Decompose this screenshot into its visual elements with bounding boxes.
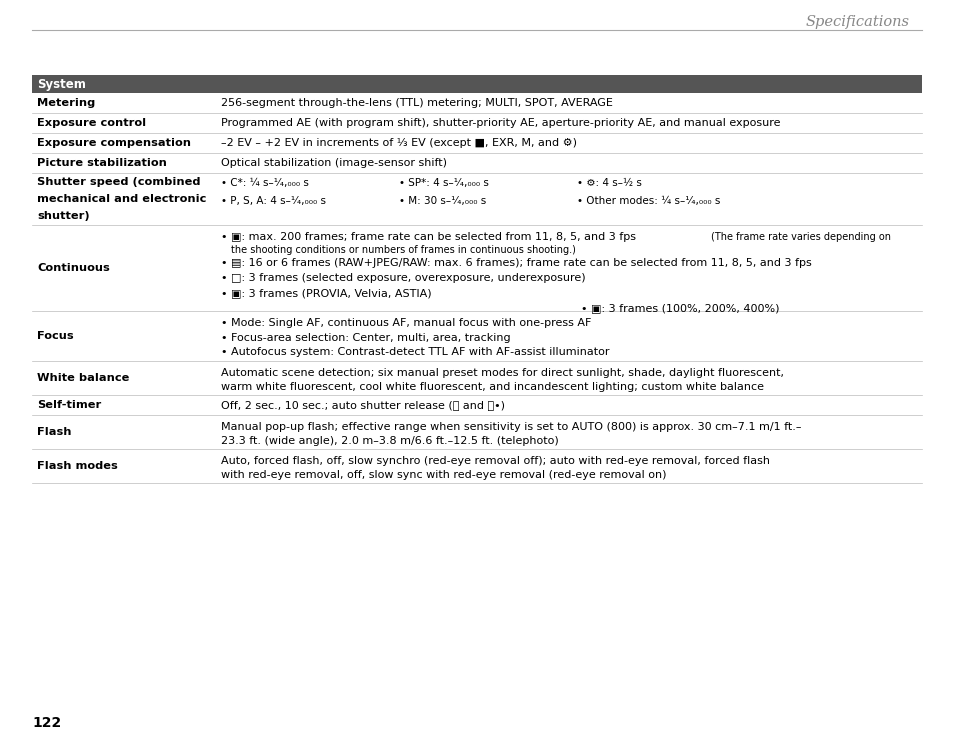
Text: • ▤: 16 or 6 frames (RAW+JPEG/RAW: max. 6 frames); frame rate can be selected fr: • ▤: 16 or 6 frames (RAW+JPEG/RAW: max. … <box>221 258 811 268</box>
Text: Manual pop-up flash; effective range when sensitivity is set to AUTO (800) is ap: Manual pop-up flash; effective range whe… <box>221 422 801 432</box>
Text: • Other modes: ¼ s–¹⁄₄,₀₀₀ s: • Other modes: ¼ s–¹⁄₄,₀₀₀ s <box>577 196 720 206</box>
Text: the shooting conditions or numbers of frames in continuous shooting.): the shooting conditions or numbers of fr… <box>231 245 576 255</box>
Text: warm white fluorescent, cool white fluorescent, and incandescent lighting; custo: warm white fluorescent, cool white fluor… <box>221 382 763 392</box>
Text: Exposure control: Exposure control <box>37 118 146 128</box>
Text: 122: 122 <box>32 716 61 730</box>
Text: • C*: ¼ s–¹⁄₄,₀₀₀ s: • C*: ¼ s–¹⁄₄,₀₀₀ s <box>221 179 309 188</box>
Text: (The frame rate varies depending on: (The frame rate varies depending on <box>710 232 890 242</box>
Text: Auto, forced flash, off, slow synchro (red-eye removal off); auto with red-eye r: Auto, forced flash, off, slow synchro (r… <box>221 456 769 466</box>
Text: Optical stabilization (image-sensor shift): Optical stabilization (image-sensor shif… <box>221 158 447 168</box>
Bar <box>32 75 921 93</box>
Text: mechanical and electronic: mechanical and electronic <box>37 194 206 204</box>
Text: Picture stabilization: Picture stabilization <box>37 158 167 168</box>
Text: 256-segment through-the-lens (TTL) metering; MULTI, SPOT, AVERAGE: 256-segment through-the-lens (TTL) meter… <box>221 98 612 108</box>
Text: Specifications: Specifications <box>805 15 909 29</box>
Text: Off, 2 sec., 10 sec.; auto shutter release (⌛ and ⌛•): Off, 2 sec., 10 sec.; auto shutter relea… <box>221 400 504 410</box>
Text: Exposure compensation: Exposure compensation <box>37 138 191 148</box>
Text: with red-eye removal, off, slow sync with red-eye removal (red-eye removal on): with red-eye removal, off, slow sync wit… <box>221 470 666 480</box>
Text: System: System <box>37 78 86 91</box>
Text: Continuous: Continuous <box>37 263 110 273</box>
Text: Self-timer: Self-timer <box>37 400 101 410</box>
Text: Metering: Metering <box>37 98 95 108</box>
Text: Flash: Flash <box>37 427 71 437</box>
Text: shutter): shutter) <box>37 212 90 221</box>
Text: Automatic scene detection; six manual preset modes for direct sunlight, shade, d: Automatic scene detection; six manual pr… <box>221 368 783 378</box>
Text: • ▣: 3 frames (100%, 200%, 400%): • ▣: 3 frames (100%, 200%, 400%) <box>580 303 779 313</box>
Text: Focus: Focus <box>37 331 73 341</box>
Text: • ▣: 3 frames (PROVIA, Velvia, ASTIA): • ▣: 3 frames (PROVIA, Velvia, ASTIA) <box>221 288 431 298</box>
Text: –2 EV – +2 EV in increments of ⅓ EV (except ■, EXR, M, and ⚙): –2 EV – +2 EV in increments of ⅓ EV (exc… <box>221 138 577 148</box>
Text: Programmed AE (with program shift), shutter-priority AE, aperture-priority AE, a: Programmed AE (with program shift), shut… <box>221 118 780 128</box>
Text: • ▣: max. 200 frames; frame rate can be selected from 11, 8, 5, and 3 fps: • ▣: max. 200 frames; frame rate can be … <box>221 232 636 242</box>
Text: • P, S, A: 4 s–¹⁄₄,₀₀₀ s: • P, S, A: 4 s–¹⁄₄,₀₀₀ s <box>221 196 326 206</box>
Text: • ⚙: 4 s–½ s: • ⚙: 4 s–½ s <box>577 179 641 188</box>
Text: Flash modes: Flash modes <box>37 461 117 471</box>
Text: 23.3 ft. (wide angle), 2.0 m–3.8 m/6.6 ft.–12.5 ft. (telephoto): 23.3 ft. (wide angle), 2.0 m–3.8 m/6.6 f… <box>221 436 558 446</box>
Text: • Autofocus system: Contrast-detect TTL AF with AF-assist illuminator: • Autofocus system: Contrast-detect TTL … <box>221 347 609 358</box>
Text: • □: 3 frames (selected exposure, overexposure, underexposure): • □: 3 frames (selected exposure, overex… <box>221 273 585 283</box>
Text: • Focus-area selection: Center, multi, area, tracking: • Focus-area selection: Center, multi, a… <box>221 333 510 343</box>
Text: • M: 30 s–¹⁄₄,₀₀₀ s: • M: 30 s–¹⁄₄,₀₀₀ s <box>398 196 486 206</box>
Text: Shutter speed (combined: Shutter speed (combined <box>37 177 200 187</box>
Text: White balance: White balance <box>37 373 130 383</box>
Text: • Mode: Single AF, continuous AF, manual focus with one-press AF: • Mode: Single AF, continuous AF, manual… <box>221 318 591 328</box>
Text: • SP*: 4 s–¹⁄₄,₀₀₀ s: • SP*: 4 s–¹⁄₄,₀₀₀ s <box>398 179 488 188</box>
